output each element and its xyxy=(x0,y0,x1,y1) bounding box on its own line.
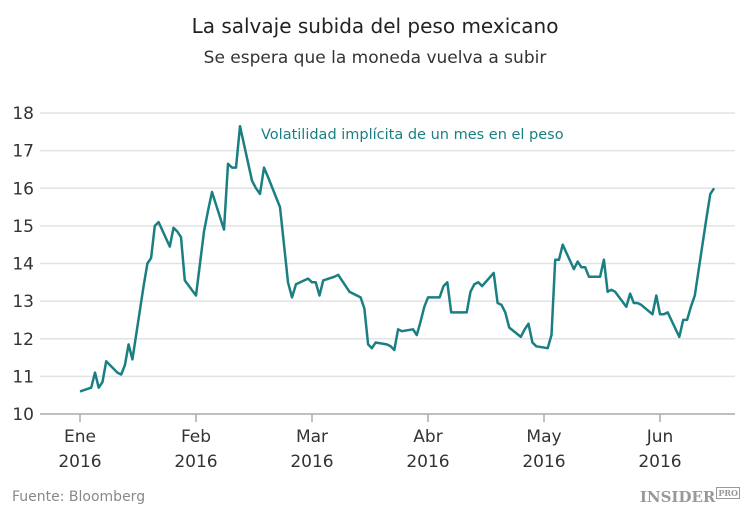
y-tick-label: 13 xyxy=(12,292,34,312)
x-tick-month: May xyxy=(526,427,561,447)
y-tick-label: 18 xyxy=(12,104,34,124)
x-tick-year: 2016 xyxy=(290,452,333,472)
x-tick-year: 2016 xyxy=(638,452,681,472)
logo-suffix: PRO xyxy=(716,487,740,499)
y-tick-label: 17 xyxy=(12,142,34,162)
series-annotation: Volatilidad implícita de un mes en el pe… xyxy=(261,127,564,143)
y-tick-label: 16 xyxy=(12,179,34,199)
x-tick-year: 2016 xyxy=(406,452,449,472)
chart-title: La salvaje subida del peso mexicano xyxy=(191,14,559,38)
source-note: Fuente: Bloomberg xyxy=(12,489,146,505)
insider-logo: INSIDER PRO xyxy=(639,487,740,506)
x-tick-year: 2016 xyxy=(174,452,217,472)
logo-text: INSIDER xyxy=(639,488,716,506)
x-tick-year: 2016 xyxy=(58,452,101,472)
y-tick-label: 14 xyxy=(12,255,34,275)
chart-subtitle: Se espera que la moneda vuelva a subir xyxy=(203,48,547,68)
x-tick-year: 2016 xyxy=(522,452,565,472)
y-tick-label: 12 xyxy=(12,330,34,350)
y-tick-label: 10 xyxy=(12,405,34,425)
series-line xyxy=(79,124,716,393)
x-tick-month: Mar xyxy=(296,427,328,447)
y-tick-label: 11 xyxy=(12,367,34,387)
x-tick-month: Jun xyxy=(646,427,674,447)
y-tick-label: 15 xyxy=(12,217,34,237)
x-tick-month: Ene xyxy=(64,427,96,447)
x-tick-month: Feb xyxy=(181,427,211,447)
x-tick-month: Abr xyxy=(413,427,442,447)
